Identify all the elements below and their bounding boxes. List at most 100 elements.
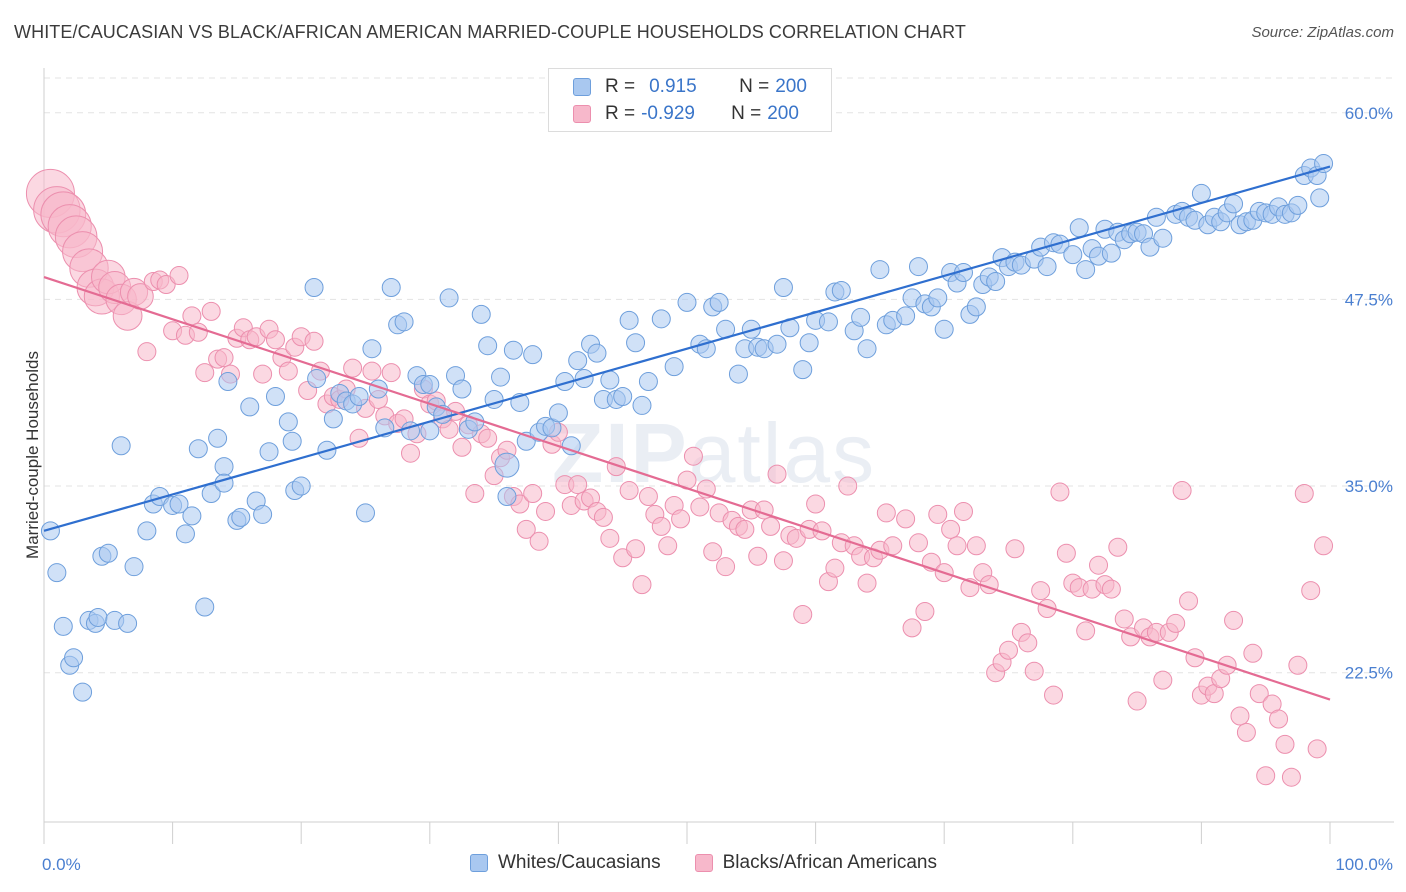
series-legend: Whites/Caucasians Blacks/African America… [470, 852, 971, 874]
point-whites [64, 648, 84, 668]
point-whites [362, 339, 382, 359]
point-blacks [619, 481, 639, 501]
chart-title: WHITE/CAUCASIAN VS BLACK/AFRICAN AMERICA… [14, 22, 966, 42]
point-whites [218, 372, 238, 392]
point-whites [966, 297, 986, 317]
point-whites [40, 521, 60, 541]
legend-r-label: R = [605, 103, 636, 124]
point-blacks [343, 358, 363, 378]
point-whites [323, 409, 343, 429]
point-whites [1310, 188, 1330, 208]
point-blacks [1005, 539, 1025, 559]
point-blacks [1076, 621, 1096, 641]
series-whites-points [40, 154, 1334, 702]
series-blacks-points [25, 168, 1334, 787]
grid-lines [44, 77, 1394, 674]
point-blacks [137, 342, 157, 362]
legend-swatch-pink [573, 105, 591, 123]
point-blacks [1089, 555, 1109, 575]
point-whites [1153, 228, 1173, 248]
point-whites [175, 524, 195, 544]
point-whites [561, 436, 581, 456]
legend-item-whites[interactable]: Whites/Caucasians [470, 852, 661, 874]
point-whites [1063, 245, 1083, 265]
point-blacks [195, 363, 215, 383]
point-whites [349, 386, 369, 406]
point-blacks [529, 531, 549, 551]
point-whites [928, 288, 948, 308]
point-blacks [658, 536, 678, 556]
point-whites [471, 304, 491, 324]
point-blacks [516, 519, 536, 539]
point-blacks [953, 501, 973, 521]
point-blacks [883, 536, 903, 556]
legend-swatch-blue [470, 854, 488, 872]
point-blacks [1172, 481, 1192, 501]
point-blacks [600, 528, 620, 548]
point-whites [47, 563, 67, 583]
point-whites [381, 277, 401, 297]
point-whites [452, 379, 472, 399]
legend-n-value: 200 [775, 76, 807, 97]
point-whites [88, 607, 108, 627]
point-blacks [767, 464, 787, 484]
legend-r-value: 0.915 [649, 76, 697, 97]
legend-n-label: N = [739, 76, 770, 97]
point-blacks [182, 306, 202, 326]
point-blacks [761, 516, 781, 536]
point-whites [818, 312, 838, 332]
point-whites [587, 343, 607, 363]
point-blacks [671, 509, 691, 529]
point-blacks [896, 509, 916, 529]
point-whites [799, 333, 819, 353]
point-whites [439, 288, 459, 308]
point-whites [1101, 243, 1121, 263]
point-blacks [1024, 661, 1044, 681]
point-whites [1069, 218, 1089, 238]
point-blacks [1179, 591, 1199, 611]
point-blacks [632, 575, 652, 595]
point-whites [124, 557, 144, 577]
legend-label-blacks: Blacks/African Americans [722, 852, 937, 873]
point-whites [986, 272, 1006, 292]
trend-lines [43, 165, 1331, 701]
point-blacks [638, 487, 658, 507]
legend-item-blacks[interactable]: Blacks/African Americans [694, 852, 937, 874]
point-whites [870, 260, 890, 280]
y-axis-title: Married-couple Households [23, 351, 42, 559]
x-tick-label: 100.0% [1335, 855, 1393, 874]
point-whites [278, 412, 298, 432]
point-blacks [523, 484, 543, 504]
point-whites [908, 257, 928, 277]
point-whites [195, 597, 215, 617]
point-whites [632, 395, 652, 415]
point-whites [934, 319, 954, 339]
point-whites [793, 360, 813, 380]
point-blacks [915, 601, 935, 621]
point-whites [568, 351, 588, 371]
point-whites [767, 334, 787, 354]
point-blacks [381, 363, 401, 383]
point-whites [600, 370, 620, 390]
point-blacks [857, 573, 877, 593]
point-whites [651, 309, 671, 329]
point-blacks [1114, 609, 1134, 629]
point-whites [291, 476, 311, 496]
point-blacks [748, 546, 768, 566]
point-whites [253, 504, 273, 524]
point-blacks [169, 266, 189, 286]
point-blacks [1056, 543, 1076, 563]
point-whites [773, 277, 793, 297]
point-whites [307, 369, 327, 389]
point-blacks [793, 604, 813, 624]
point-whites [356, 503, 375, 523]
point-whites [503, 340, 523, 360]
source-note: Source: ZipAtlas.com [1251, 24, 1394, 41]
point-blacks [806, 494, 826, 514]
point-blacks [214, 348, 234, 368]
point-blacks [626, 539, 646, 559]
point-blacks [902, 618, 922, 638]
point-blacks [1108, 537, 1128, 557]
point-blacks [278, 361, 298, 381]
